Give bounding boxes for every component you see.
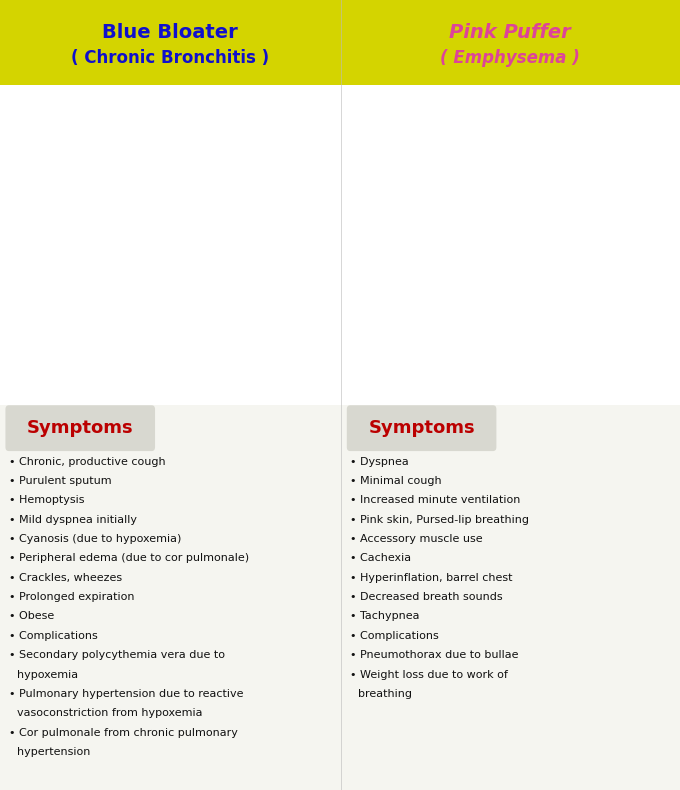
Text: • Dyspnea: • Dyspnea [350, 457, 409, 467]
Text: vasoconstriction from hypoxemia: vasoconstriction from hypoxemia [17, 709, 203, 718]
Text: • Increased minute ventilation: • Increased minute ventilation [350, 495, 521, 506]
Text: breathing: breathing [358, 689, 412, 699]
Text: Pink Puffer: Pink Puffer [449, 23, 571, 42]
Text: • Complications: • Complications [9, 631, 98, 641]
Text: • Cachexia: • Cachexia [350, 554, 411, 563]
Text: • Accessory muscle use: • Accessory muscle use [350, 534, 483, 544]
Text: • Chronic, productive cough: • Chronic, productive cough [9, 457, 165, 467]
Text: • Pneumothorax due to bullae: • Pneumothorax due to bullae [350, 650, 519, 660]
Text: • Mild dyspnea initially: • Mild dyspnea initially [9, 515, 137, 525]
Bar [0, 85, 680, 405]
Text: • Hyperinflation, barrel chest: • Hyperinflation, barrel chest [350, 573, 513, 583]
Text: • Pink skin, Pursed-lip breathing: • Pink skin, Pursed-lip breathing [350, 515, 529, 525]
Text: • Crackles, wheezes: • Crackles, wheezes [9, 573, 122, 583]
Text: Blue Bloater: Blue Bloater [102, 23, 238, 42]
Text: • Prolonged expiration: • Prolonged expiration [9, 592, 135, 602]
Text: ( Emphysema ): ( Emphysema ) [440, 50, 580, 67]
Text: ( Chronic Bronchitis ): ( Chronic Bronchitis ) [71, 50, 269, 67]
FancyBboxPatch shape [347, 405, 496, 451]
Text: • Minimal cough: • Minimal cough [350, 476, 442, 486]
Text: • Decreased breath sounds: • Decreased breath sounds [350, 592, 503, 602]
Text: hypertension: hypertension [17, 747, 90, 757]
Text: • Secondary polycythemia vera due to: • Secondary polycythemia vera due to [9, 650, 225, 660]
Text: • Tachypnea: • Tachypnea [350, 611, 420, 622]
Text: • Pulmonary hypertension due to reactive: • Pulmonary hypertension due to reactive [9, 689, 243, 699]
Text: • Weight loss due to work of: • Weight loss due to work of [350, 670, 508, 679]
Text: • Cyanosis (due to hypoxemia): • Cyanosis (due to hypoxemia) [9, 534, 181, 544]
Text: • Peripheral edema (due to cor pulmonale): • Peripheral edema (due to cor pulmonale… [9, 554, 249, 563]
Bar [0, 0, 680, 85]
Text: • Obese: • Obese [9, 611, 54, 622]
Text: hypoxemia: hypoxemia [17, 670, 78, 679]
Text: • Cor pulmonale from chronic pulmonary: • Cor pulmonale from chronic pulmonary [9, 728, 238, 738]
FancyBboxPatch shape [5, 405, 155, 451]
Text: • Complications: • Complications [350, 631, 439, 641]
Text: • Hemoptysis: • Hemoptysis [9, 495, 84, 506]
Bar [0, 405, 680, 790]
Text: • Purulent sputum: • Purulent sputum [9, 476, 112, 486]
Text: Symptoms: Symptoms [369, 419, 475, 437]
Text: Symptoms: Symptoms [27, 419, 133, 437]
